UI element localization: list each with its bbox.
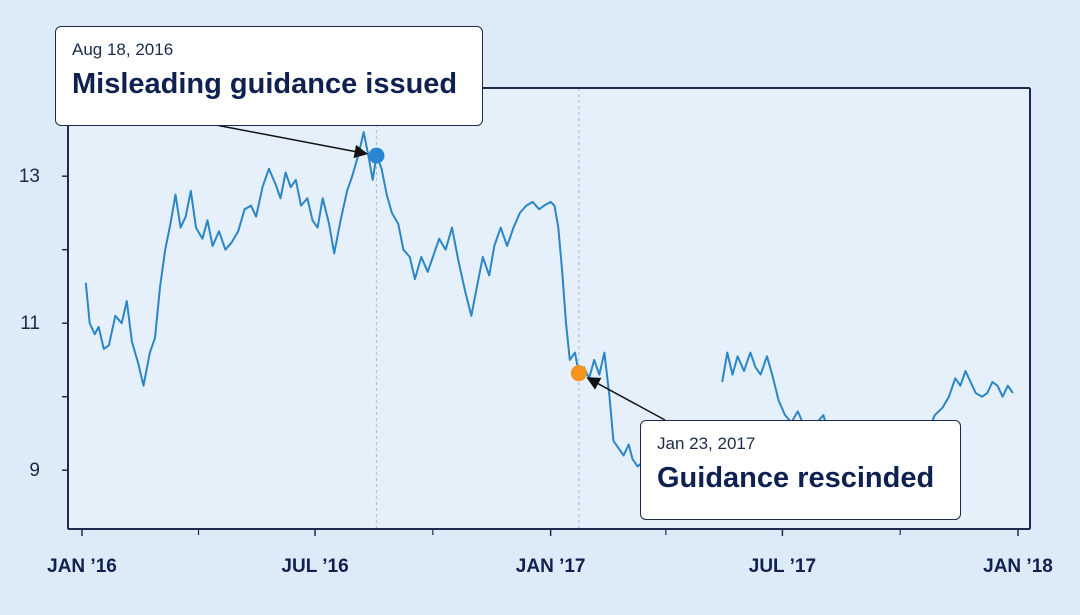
annotation-callout-guidance-issued: Aug 18, 2016 Misleading guidance issued bbox=[55, 26, 483, 126]
annotation-title: Misleading guidance issued bbox=[72, 68, 458, 100]
annotation-arrow-1 bbox=[199, 121, 369, 159]
x-tick-label: JAN ’16 bbox=[47, 556, 117, 577]
y-tick-label: 11 bbox=[20, 313, 40, 334]
x-tick-label: JAN ’18 bbox=[983, 556, 1053, 577]
x-tick-label: JAN ’17 bbox=[516, 556, 586, 577]
x-tick-label: JUL ’16 bbox=[281, 556, 348, 577]
annotation-date: Jan 23, 2017 bbox=[657, 434, 756, 453]
x-tick-label: JUL ’17 bbox=[749, 556, 816, 577]
y-tick-label: 13 bbox=[19, 166, 40, 187]
annotation-title: Guidance rescinded bbox=[657, 462, 935, 494]
annotation-arrow-2 bbox=[586, 377, 666, 421]
y-tick-label: 9 bbox=[29, 460, 40, 481]
annotation-callout-guidance-rescinded: Jan 23, 2017 Guidance rescinded bbox=[640, 420, 961, 520]
event-marker-1 bbox=[368, 147, 385, 164]
event-marker-2 bbox=[570, 365, 587, 382]
annotation-date: Aug 18, 2016 bbox=[72, 40, 174, 59]
